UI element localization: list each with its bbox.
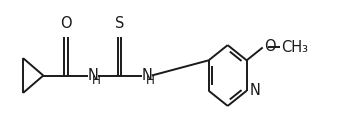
Text: CH₃: CH₃: [281, 40, 308, 55]
Text: H: H: [92, 74, 101, 87]
Text: N: N: [250, 83, 261, 98]
Text: O: O: [60, 16, 72, 31]
Text: S: S: [115, 16, 124, 31]
Text: N: N: [87, 68, 98, 83]
Text: O: O: [264, 39, 276, 54]
Text: N: N: [141, 68, 152, 83]
Text: H: H: [146, 74, 155, 87]
